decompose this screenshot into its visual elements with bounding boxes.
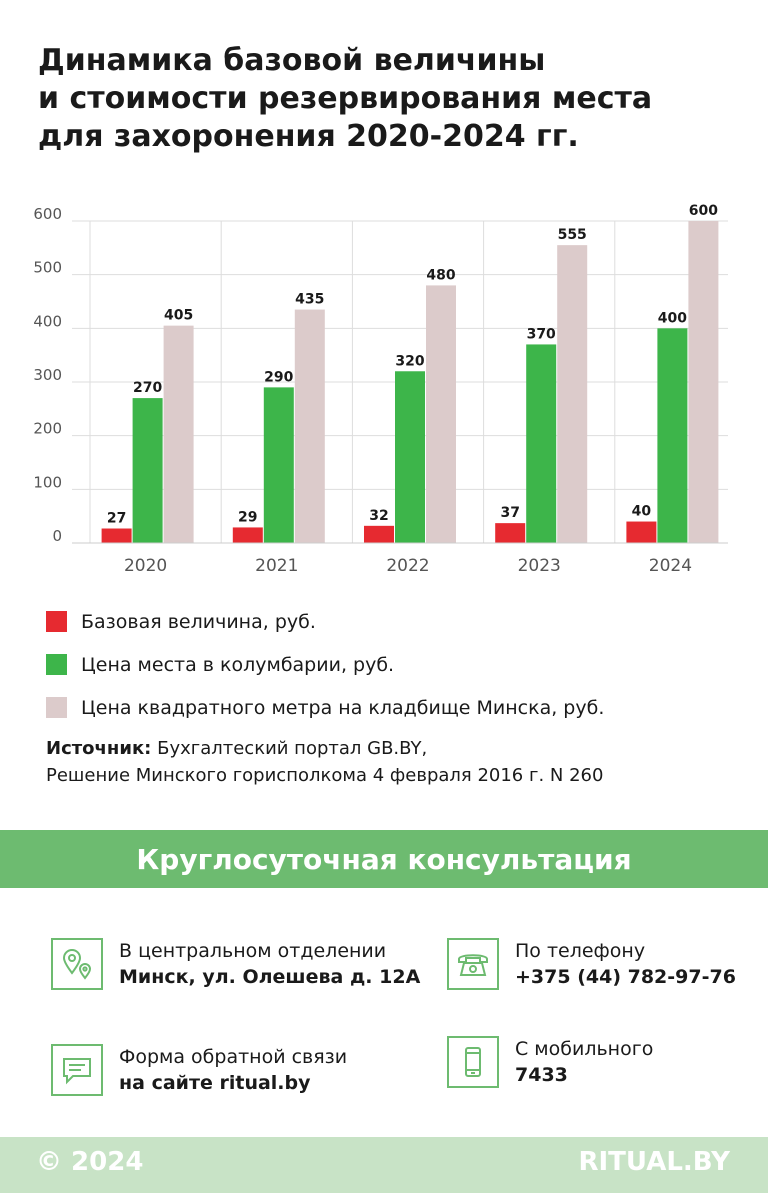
contact-office-address: Минск, ул. Олешева д. 12А [119, 966, 421, 988]
title-line-3: для захоронения 2020-2024 гг. [38, 119, 579, 154]
bar [526, 344, 557, 543]
data-label: 320 [395, 353, 424, 369]
legend-item-columbarium: Цена места в колумбарии, руб. [46, 643, 604, 686]
y-tick-label: 0 [52, 527, 62, 545]
banner-text: Круглосуточная консультация [136, 842, 632, 876]
data-label: 290 [264, 369, 293, 385]
consultation-banner: Круглосуточная консультация [0, 830, 768, 888]
footer-bar: © 2024 RITUAL.BY [0, 1137, 768, 1193]
bar [657, 328, 688, 543]
map-pin-icon [51, 938, 103, 990]
legend-swatch-green [46, 654, 67, 675]
legend-item-cemetery: Цена квадратного метра на кладбище Минск… [46, 686, 604, 729]
contact-mobile[interactable]: С мобильного 7433 [447, 1036, 653, 1088]
legend-swatch-pink [46, 697, 67, 718]
data-label: 29 [238, 509, 257, 525]
contact-office-label: В центральном отделении [119, 940, 387, 962]
source-line-1: Бухгалтеский портал GB.BY, [157, 738, 428, 759]
contact-phone-number: +375 (44) 782-97-76 [515, 966, 736, 988]
data-label: 600 [689, 203, 718, 219]
bar [495, 523, 526, 543]
contact-form-site: на сайте ritual.by [119, 1072, 311, 1094]
bar [364, 525, 394, 543]
bar [163, 325, 194, 543]
source-line-2: Решение Минского горисполкома 4 февраля … [46, 765, 604, 786]
data-label: 40 [632, 504, 652, 520]
data-label: 32 [369, 508, 388, 524]
y-tick-label: 400 [33, 312, 62, 330]
contact-phone[interactable]: По телефону +375 (44) 782-97-76 [447, 938, 736, 990]
title-line-1: Динамика базовой величины [38, 43, 546, 78]
title-line-2: и стоимости резервирования места [38, 81, 653, 116]
legend-label: Базовая величина, руб. [81, 610, 316, 633]
data-label: 405 [164, 308, 193, 324]
y-tick-label: 600 [33, 205, 62, 223]
contact-form[interactable]: Форма обратной связи на сайте ritual.by [51, 1044, 347, 1096]
chat-bubble-icon [51, 1044, 103, 1096]
legend-label: Цена квадратного метра на кладбище Минск… [81, 696, 605, 719]
contact-form-text: Форма обратной связи на сайте ritual.by [119, 1044, 347, 1096]
data-label: 555 [558, 227, 587, 243]
bar [101, 528, 132, 543]
y-tick-label: 100 [33, 473, 62, 491]
contact-phone-text: По телефону +375 (44) 782-97-76 [515, 938, 736, 990]
contact-office-text: В центральном отделении Минск, ул. Олеше… [119, 938, 420, 990]
contact-mobile-label: С мобильного [515, 1038, 654, 1060]
brand-logo-text[interactable]: RITUAL.BY [578, 1147, 730, 1177]
telephone-icon [447, 938, 499, 990]
chart-legend: Базовая величина, руб. Цена места в колу… [46, 600, 604, 729]
mobile-phone-icon [447, 1036, 499, 1088]
legend-label: Цена места в колумбарии, руб. [81, 653, 395, 676]
source-note: Источник: Бухгалтеский портал GB.BY, Реш… [46, 735, 603, 789]
bar [395, 371, 425, 543]
source-label: Источник: [46, 738, 152, 759]
data-label: 370 [527, 326, 556, 342]
contact-mobile-text: С мобильного 7433 [515, 1036, 653, 1088]
copyright-text: © 2024 [36, 1147, 144, 1177]
bar [132, 398, 163, 543]
contact-form-label: Форма обратной связи [119, 1046, 348, 1068]
contact-office[interactable]: В центральном отделении Минск, ул. Олеше… [51, 938, 420, 990]
legend-swatch-red [46, 611, 67, 632]
bar-chart: 0 100 200 300 400 500 600 27 270 405 2020 29 290 435 2… [33, 203, 728, 576]
bar [626, 521, 657, 543]
legend-item-base-value: Базовая величина, руб. [46, 600, 604, 643]
x-tick-label: 2021 [255, 556, 298, 576]
x-tick-label: 2020 [124, 556, 167, 576]
data-label: 37 [500, 505, 519, 521]
bar [426, 285, 456, 543]
contact-mobile-number: 7433 [515, 1064, 568, 1086]
bar [232, 527, 263, 543]
bar [688, 221, 719, 543]
data-label: 435 [295, 292, 324, 308]
data-label: 27 [107, 511, 126, 527]
contact-phone-label: По телефону [515, 940, 646, 962]
bar [263, 387, 294, 543]
bar [557, 245, 588, 543]
y-tick-label: 500 [33, 259, 62, 277]
bar [294, 309, 325, 543]
y-tick-label: 300 [33, 366, 62, 384]
page-title: Динамика базовой величины и стоимости ре… [38, 42, 738, 156]
x-tick-label: 2022 [386, 556, 429, 576]
data-label: 270 [133, 380, 162, 396]
y-tick-label: 200 [33, 420, 62, 438]
data-label: 480 [426, 267, 455, 283]
data-label: 400 [658, 310, 687, 326]
x-tick-label: 2023 [518, 556, 561, 576]
x-tick-label: 2024 [649, 556, 692, 576]
